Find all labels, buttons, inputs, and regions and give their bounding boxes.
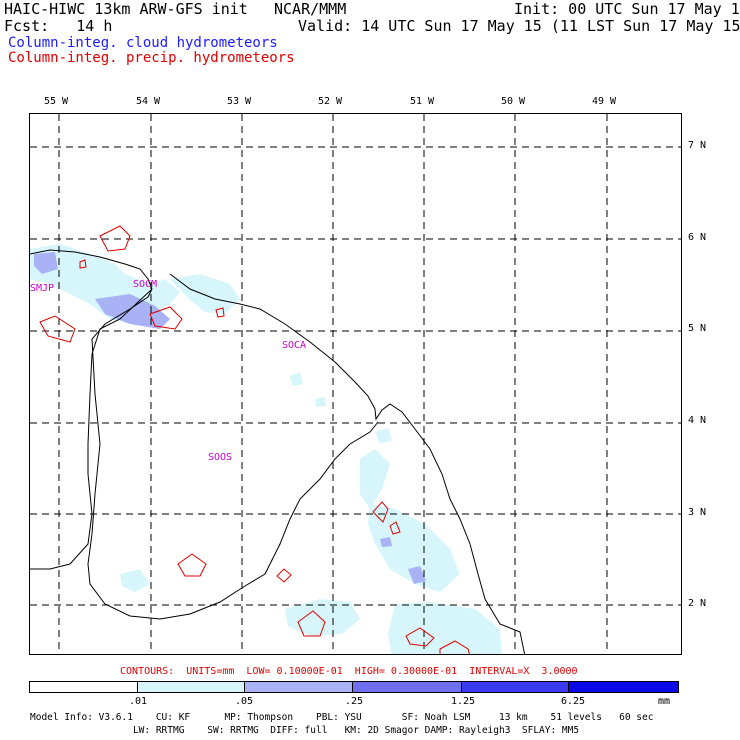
lat-label: 5 N <box>688 323 707 334</box>
legend-precip: Column-integ. precip. hydrometeors <box>8 50 295 66</box>
colorbar-segment <box>30 682 138 692</box>
lat-label: 4 N <box>688 415 707 426</box>
station-label: SMJP <box>30 283 55 294</box>
colorbar-tick: 6.25 <box>561 696 586 707</box>
model-title: HAIC-HIWC 13km ARW-GFS init <box>4 0 248 18</box>
coastline <box>30 249 526 654</box>
lat-label: 2 N <box>688 598 707 609</box>
colorbar-tick: .01 <box>129 696 148 707</box>
lon-label: 53 W <box>227 96 252 107</box>
lon-label: 52 W <box>318 96 343 107</box>
org-label: NCAR/MMM <box>274 0 347 18</box>
init-time: Init: 00 UTC Sun 17 May 15 <box>514 0 740 18</box>
lon-label: 50 W <box>501 96 526 107</box>
map-canvas <box>30 114 681 654</box>
colorbar-tick: .05 <box>235 696 254 707</box>
colorbar-segment <box>245 682 354 692</box>
station-label: SOCA <box>282 340 307 351</box>
country-borders <box>30 288 379 620</box>
lat-label: 6 N <box>688 232 707 243</box>
graticule <box>30 114 681 654</box>
model-info: Model Info: V3.6.1 CU: KF MP: Thompson P… <box>30 712 654 723</box>
contour-info: CONTOURS: UNITS=mm LOW= 0.10000E-01 HIGH… <box>120 666 578 677</box>
lon-label: 55 W <box>44 96 69 107</box>
precip-contours <box>39 225 470 654</box>
lon-label: 49 W <box>592 96 617 107</box>
colorbar-tick: 1.25 <box>451 696 476 707</box>
lon-label: 51 W <box>410 96 435 107</box>
model-info-physics: LW: RRTMG SW: RRTMG DIFF: full KM: 2D Sm… <box>30 725 580 736</box>
valid-time: Valid: 14 UTC Sun 17 May 15 (11 LST Sun … <box>298 17 740 35</box>
lat-label: 7 N <box>688 140 707 151</box>
lon-label: 54 W <box>136 96 161 107</box>
colorbar-segment <box>569 682 679 692</box>
forecast-hour: Fcst: 14 h <box>4 17 113 35</box>
colorbar-segment <box>461 682 570 692</box>
map-panel: SMJP SOCM SOCA SOOS <box>29 113 682 655</box>
colorbar-segment <box>353 682 462 692</box>
lat-label: 3 N <box>688 507 707 518</box>
colorbar <box>29 681 679 693</box>
station-label: SOCM <box>133 279 158 290</box>
colorbar-tick: .25 <box>345 696 364 707</box>
station-label: SOOS <box>208 452 233 463</box>
colorbar-units: mm <box>658 696 671 707</box>
colorbar-segment <box>137 682 246 692</box>
legend-cloud: Column-integ. cloud hydrometeors <box>8 35 278 51</box>
